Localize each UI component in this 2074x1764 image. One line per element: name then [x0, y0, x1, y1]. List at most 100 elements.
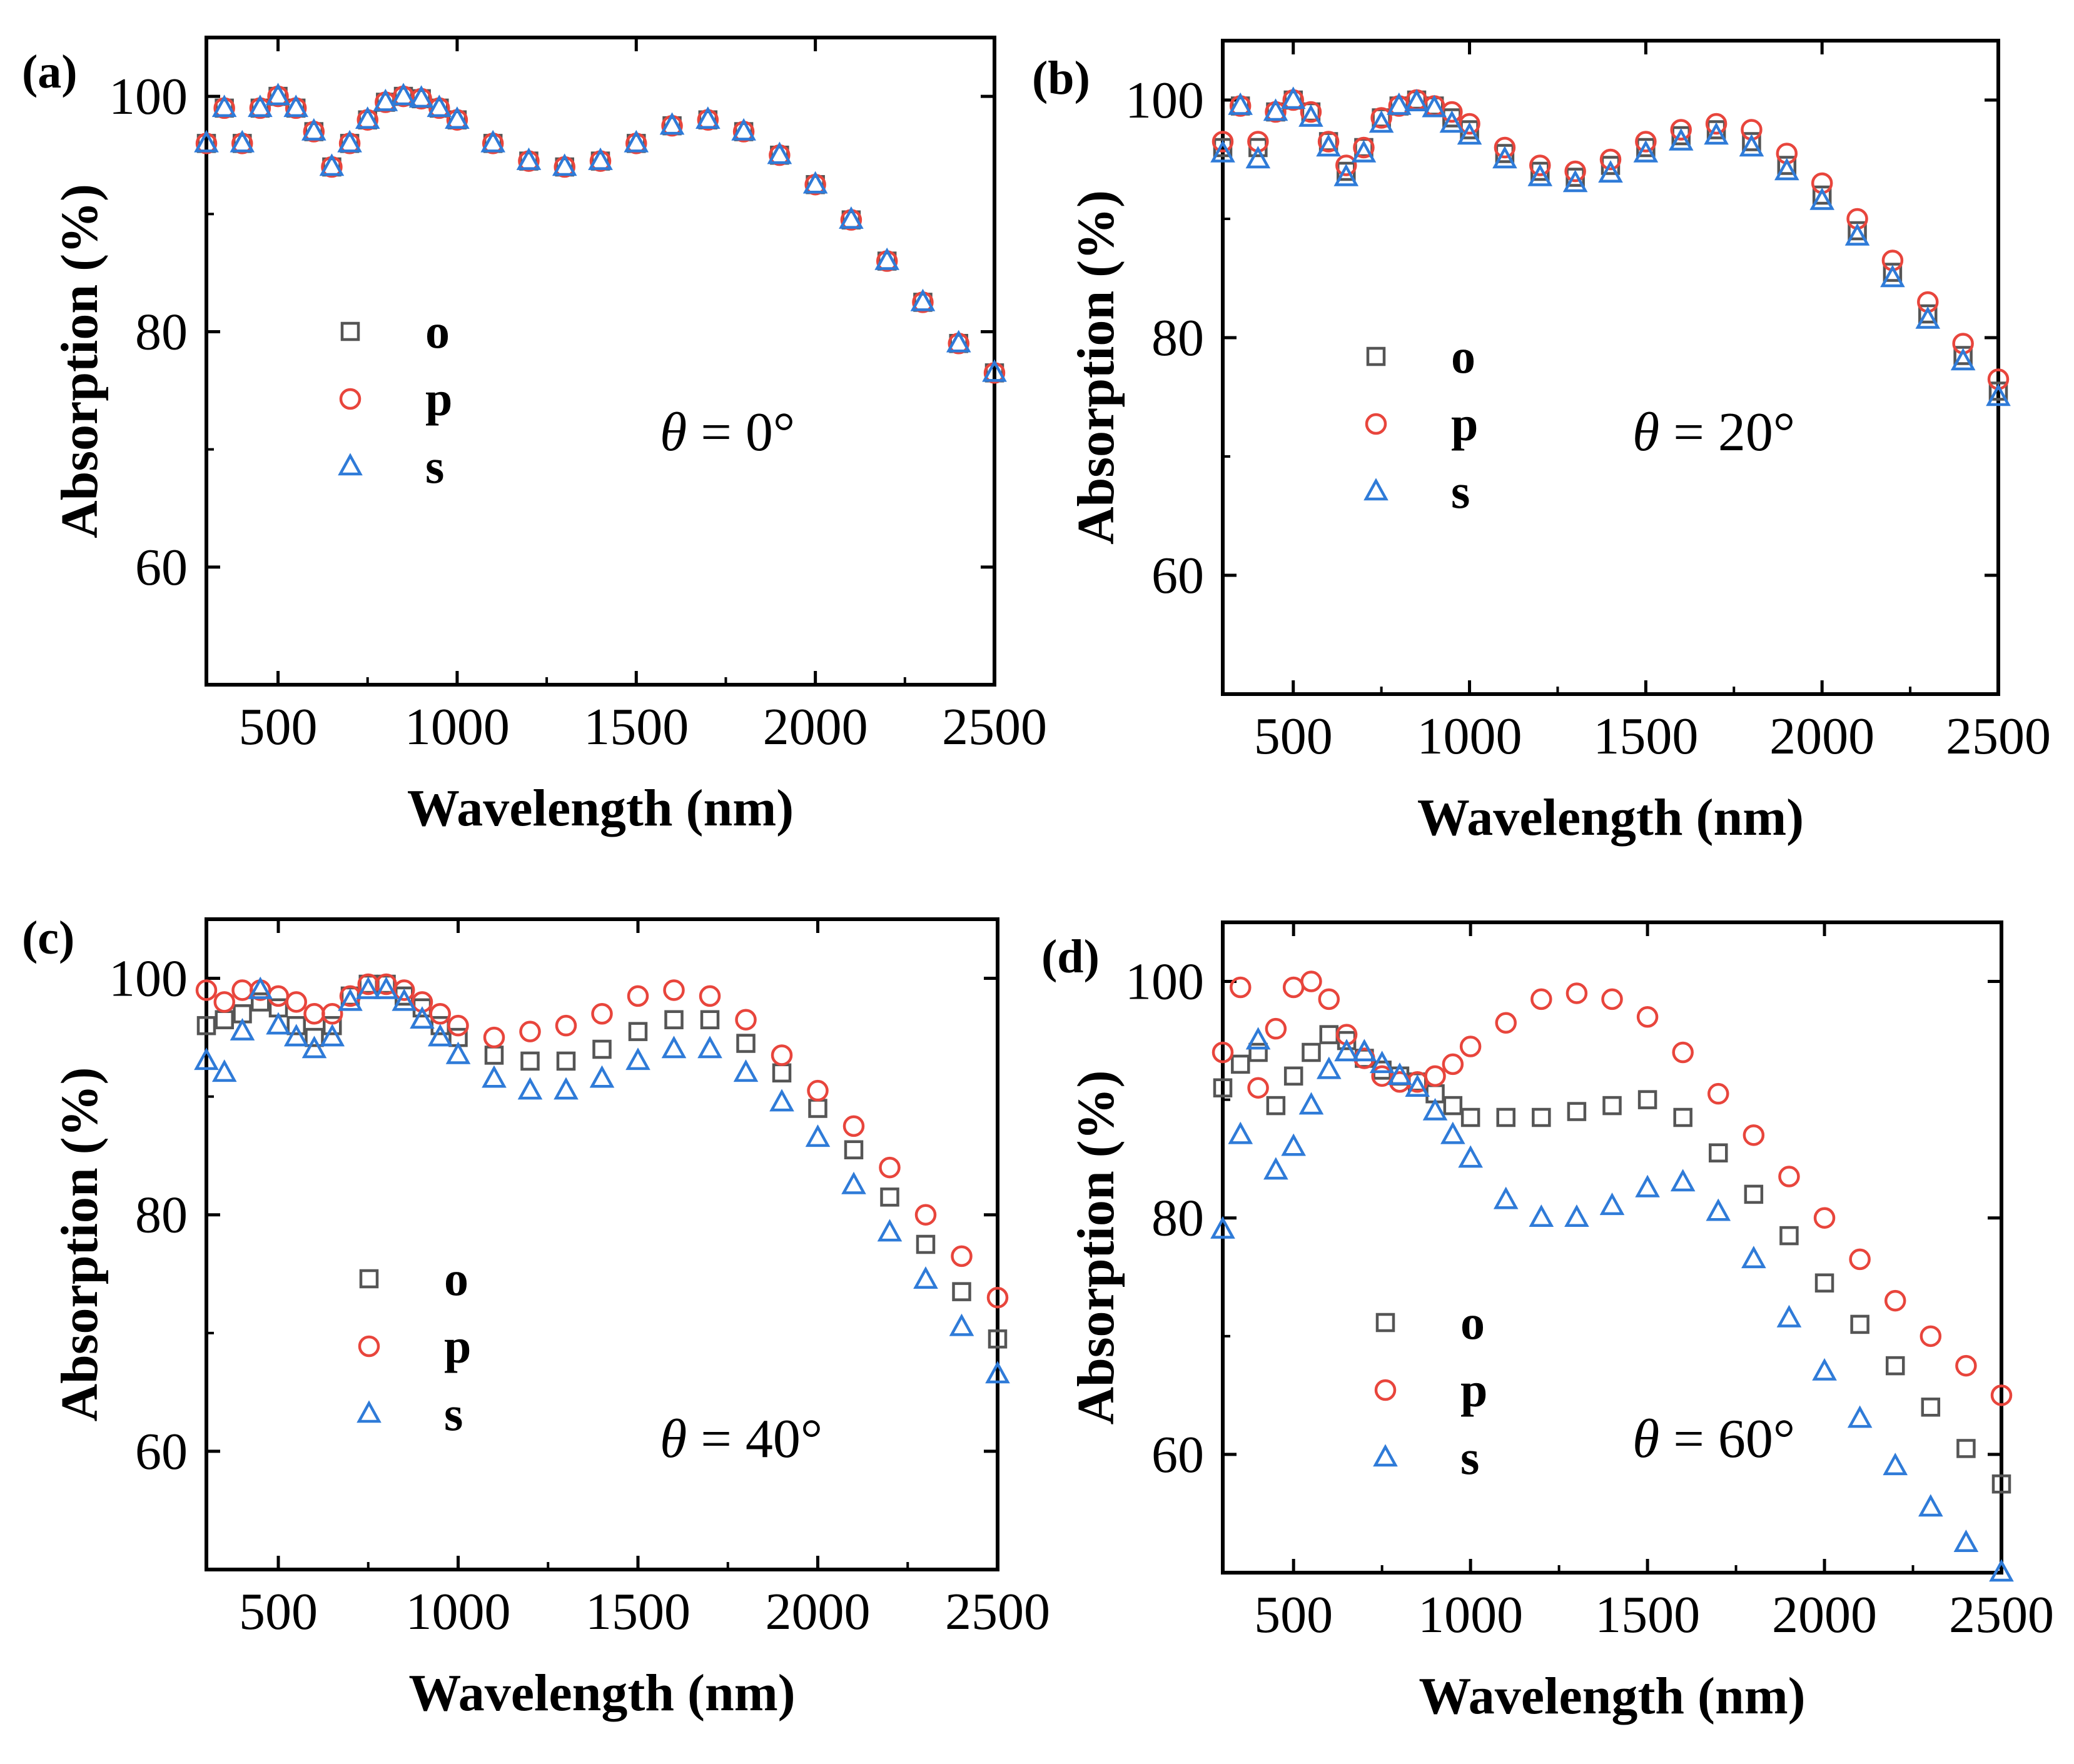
data-point-s — [427, 94, 452, 118]
data-point-s — [733, 1059, 759, 1082]
series-s — [1210, 86, 2011, 406]
data-point-p — [1442, 1053, 1464, 1076]
data-point-p — [1459, 113, 1480, 135]
data-point-s — [697, 1036, 722, 1059]
y-tick-label: 100 — [1125, 71, 1204, 129]
legend-marker-p — [339, 388, 362, 410]
data-point-p — [1247, 1077, 1269, 1099]
data-point-o — [1248, 1042, 1268, 1062]
data-point-s — [1458, 1145, 1483, 1168]
data-point-p — [1636, 1006, 1659, 1028]
legend-label-o: o — [1460, 1295, 1485, 1349]
data-point-p — [591, 1003, 613, 1025]
data-point-p — [879, 1156, 901, 1179]
data-point-p — [1495, 1012, 1517, 1034]
legend-marker-s — [338, 453, 363, 476]
data-point-p — [1300, 101, 1322, 123]
legend-label-s: s — [1451, 464, 1470, 518]
x-tick-label: 2000 — [1769, 707, 1874, 765]
data-point-p — [285, 991, 307, 1013]
y-tick-label: 100 — [1125, 953, 1204, 1011]
data-point-p — [1566, 982, 1588, 1004]
data-point-s — [355, 976, 381, 999]
data-point-s — [517, 1077, 543, 1100]
y-axis-title: Absorption (%) — [51, 184, 109, 538]
data-point-o — [305, 1027, 324, 1047]
y-tick-label: 80 — [135, 1186, 188, 1244]
data-point-s — [1880, 265, 1905, 288]
series-s — [1210, 1027, 2014, 1582]
legend-marker-s — [1363, 478, 1389, 501]
data-point-p — [1990, 1384, 2013, 1406]
data-point-o — [1744, 1184, 1764, 1204]
data-point-s — [194, 129, 219, 153]
angle-symbol: θ — [1632, 402, 1659, 463]
data-point-p — [555, 1014, 577, 1037]
data-point-s — [1986, 383, 2011, 406]
data-point-o — [1532, 1107, 1551, 1127]
data-point-s — [839, 206, 864, 229]
y-axis-title: Absorption (%) — [1067, 190, 1125, 545]
data-point-s — [696, 106, 721, 129]
data-point-o — [484, 1046, 504, 1065]
data-point-o — [1266, 1096, 1286, 1116]
x-tick-label: 500 — [1254, 707, 1333, 765]
x-tick-label: 1000 — [1417, 707, 1522, 765]
data-point-o — [844, 1140, 864, 1159]
data-point-o — [1496, 1107, 1515, 1127]
data-point-p — [1564, 160, 1586, 183]
angle-annotation: θ = 40° — [660, 1409, 822, 1469]
data-point-p — [771, 1044, 793, 1066]
data-point-s — [1527, 163, 1553, 186]
data-point-s — [1369, 1051, 1395, 1074]
data-point-s — [319, 153, 345, 176]
data-point-p — [1635, 131, 1657, 153]
data-point-s — [1280, 86, 1306, 109]
data-point-o — [1443, 1096, 1463, 1116]
legend-label-s: s — [425, 439, 444, 493]
data-point-s — [1741, 1246, 1766, 1269]
data-point-s — [211, 1059, 237, 1082]
data-point-o — [880, 1187, 899, 1207]
data-point-o — [1918, 304, 1938, 324]
data-point-s — [1564, 1204, 1589, 1227]
data-point-s — [1989, 1559, 2014, 1582]
data-point-o — [196, 1016, 216, 1036]
panel-a: 500 1000 1500 2000 2500 60 80 100 Wavelength (nm… — [22, 36, 1047, 837]
data-point-s — [1457, 122, 1482, 145]
data-point-s — [265, 83, 291, 106]
x-axis-title: Wavelength (nm) — [1417, 789, 1804, 847]
data-point-s — [1405, 1074, 1430, 1097]
data-point-p — [303, 1003, 325, 1025]
data-point-p — [429, 1003, 451, 1025]
data-point-p — [1318, 988, 1340, 1011]
data-point-o — [1213, 1078, 1233, 1097]
data-point-s — [445, 106, 470, 129]
data-point-p — [1370, 107, 1392, 129]
x-tick-label: 1000 — [1418, 1586, 1523, 1644]
data-point-s — [1809, 187, 1834, 210]
data-point-o — [1777, 156, 1797, 175]
data-point-s — [1774, 158, 1799, 181]
data-point-o — [1319, 1025, 1339, 1044]
angle-annotation: θ = 60° — [1632, 1409, 1795, 1469]
data-point-s — [1706, 1198, 1731, 1221]
data-point-s — [301, 118, 326, 141]
data-point-p — [1494, 136, 1516, 159]
data-point-p — [1282, 976, 1305, 999]
panel-label: (b) — [1032, 52, 1090, 104]
data-point-s — [1739, 134, 1764, 157]
data-point-s — [248, 976, 273, 999]
data-point-s — [283, 1024, 309, 1047]
data-point-s — [408, 85, 434, 108]
x-tick-label: 2000 — [766, 1583, 871, 1641]
legend-label-s: s — [1460, 1430, 1479, 1484]
data-point-p — [1884, 1289, 1906, 1312]
data-point-s — [248, 94, 273, 118]
data-point-s — [1387, 92, 1412, 115]
data-point-s — [588, 147, 613, 170]
data-point-s — [1493, 1186, 1519, 1209]
legend-marker-p — [1365, 413, 1387, 435]
data-point-p — [1670, 119, 1692, 141]
data-point-p — [807, 1079, 829, 1102]
